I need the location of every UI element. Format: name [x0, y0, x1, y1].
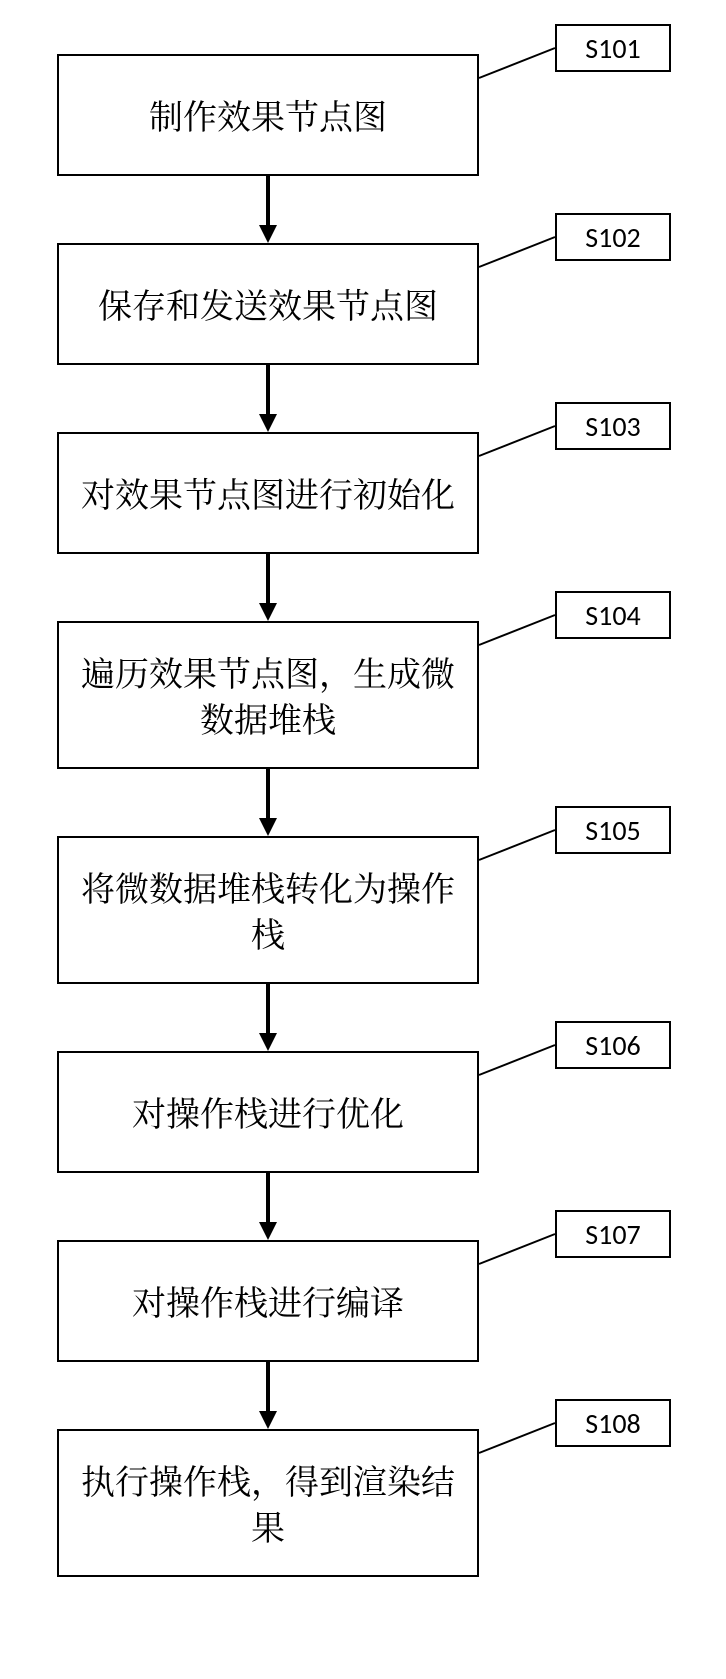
flowchart-canvas: 制作效果节点图 S101 保存和发送效果节点图 S102 对效果节点图进行初始化…: [0, 0, 726, 1679]
step-label-s105: S105: [555, 806, 671, 854]
flow-arrow: [266, 1362, 270, 1412]
flow-arrow: [266, 769, 270, 819]
flow-arrow: [266, 365, 270, 415]
flow-node-s103: 对效果节点图进行初始化: [57, 432, 479, 554]
arrow-head-icon: [259, 1411, 277, 1429]
step-label-s106: S106: [555, 1021, 671, 1069]
arrow-head-icon: [259, 603, 277, 621]
step-label-s108: S108: [555, 1399, 671, 1447]
arrow-head-icon: [259, 225, 277, 243]
flow-node-s108: 执行操作栈，得到渲染结果: [57, 1429, 479, 1577]
flow-node-s101: 制作效果节点图: [57, 54, 479, 176]
step-label-s103: S103: [555, 402, 671, 450]
flow-node-s107: 对操作栈进行编译: [57, 1240, 479, 1362]
step-label-s107: S107: [555, 1210, 671, 1258]
flow-node-s105: 将微数据堆栈转化为操作栈: [57, 836, 479, 984]
step-label-s104: S104: [555, 591, 671, 639]
flow-node-text: 保存和发送效果节点图: [71, 281, 465, 327]
flow-node-s104: 遍历效果节点图，生成微数据堆栈: [57, 621, 479, 769]
flow-node-text: 执行操作栈，得到渲染结果: [71, 1457, 465, 1549]
flow-arrow: [266, 554, 270, 604]
flow-node-s102: 保存和发送效果节点图: [57, 243, 479, 365]
flow-arrow: [266, 984, 270, 1034]
arrow-head-icon: [259, 818, 277, 836]
flow-node-text: 对操作栈进行编译: [71, 1278, 465, 1324]
arrow-head-icon: [259, 414, 277, 432]
flow-node-text: 遍历效果节点图，生成微数据堆栈: [71, 649, 465, 741]
flow-node-s106: 对操作栈进行优化: [57, 1051, 479, 1173]
step-label-s101: S101: [555, 24, 671, 72]
flow-node-text: 对操作栈进行优化: [71, 1089, 465, 1135]
arrow-head-icon: [259, 1222, 277, 1240]
arrow-head-icon: [259, 1033, 277, 1051]
flow-arrow: [266, 176, 270, 226]
flow-node-text: 制作效果节点图: [71, 92, 465, 138]
flow-arrow: [266, 1173, 270, 1223]
flow-node-text: 对效果节点图进行初始化: [71, 470, 465, 516]
step-label-s102: S102: [555, 213, 671, 261]
flow-node-text: 将微数据堆栈转化为操作栈: [71, 864, 465, 956]
